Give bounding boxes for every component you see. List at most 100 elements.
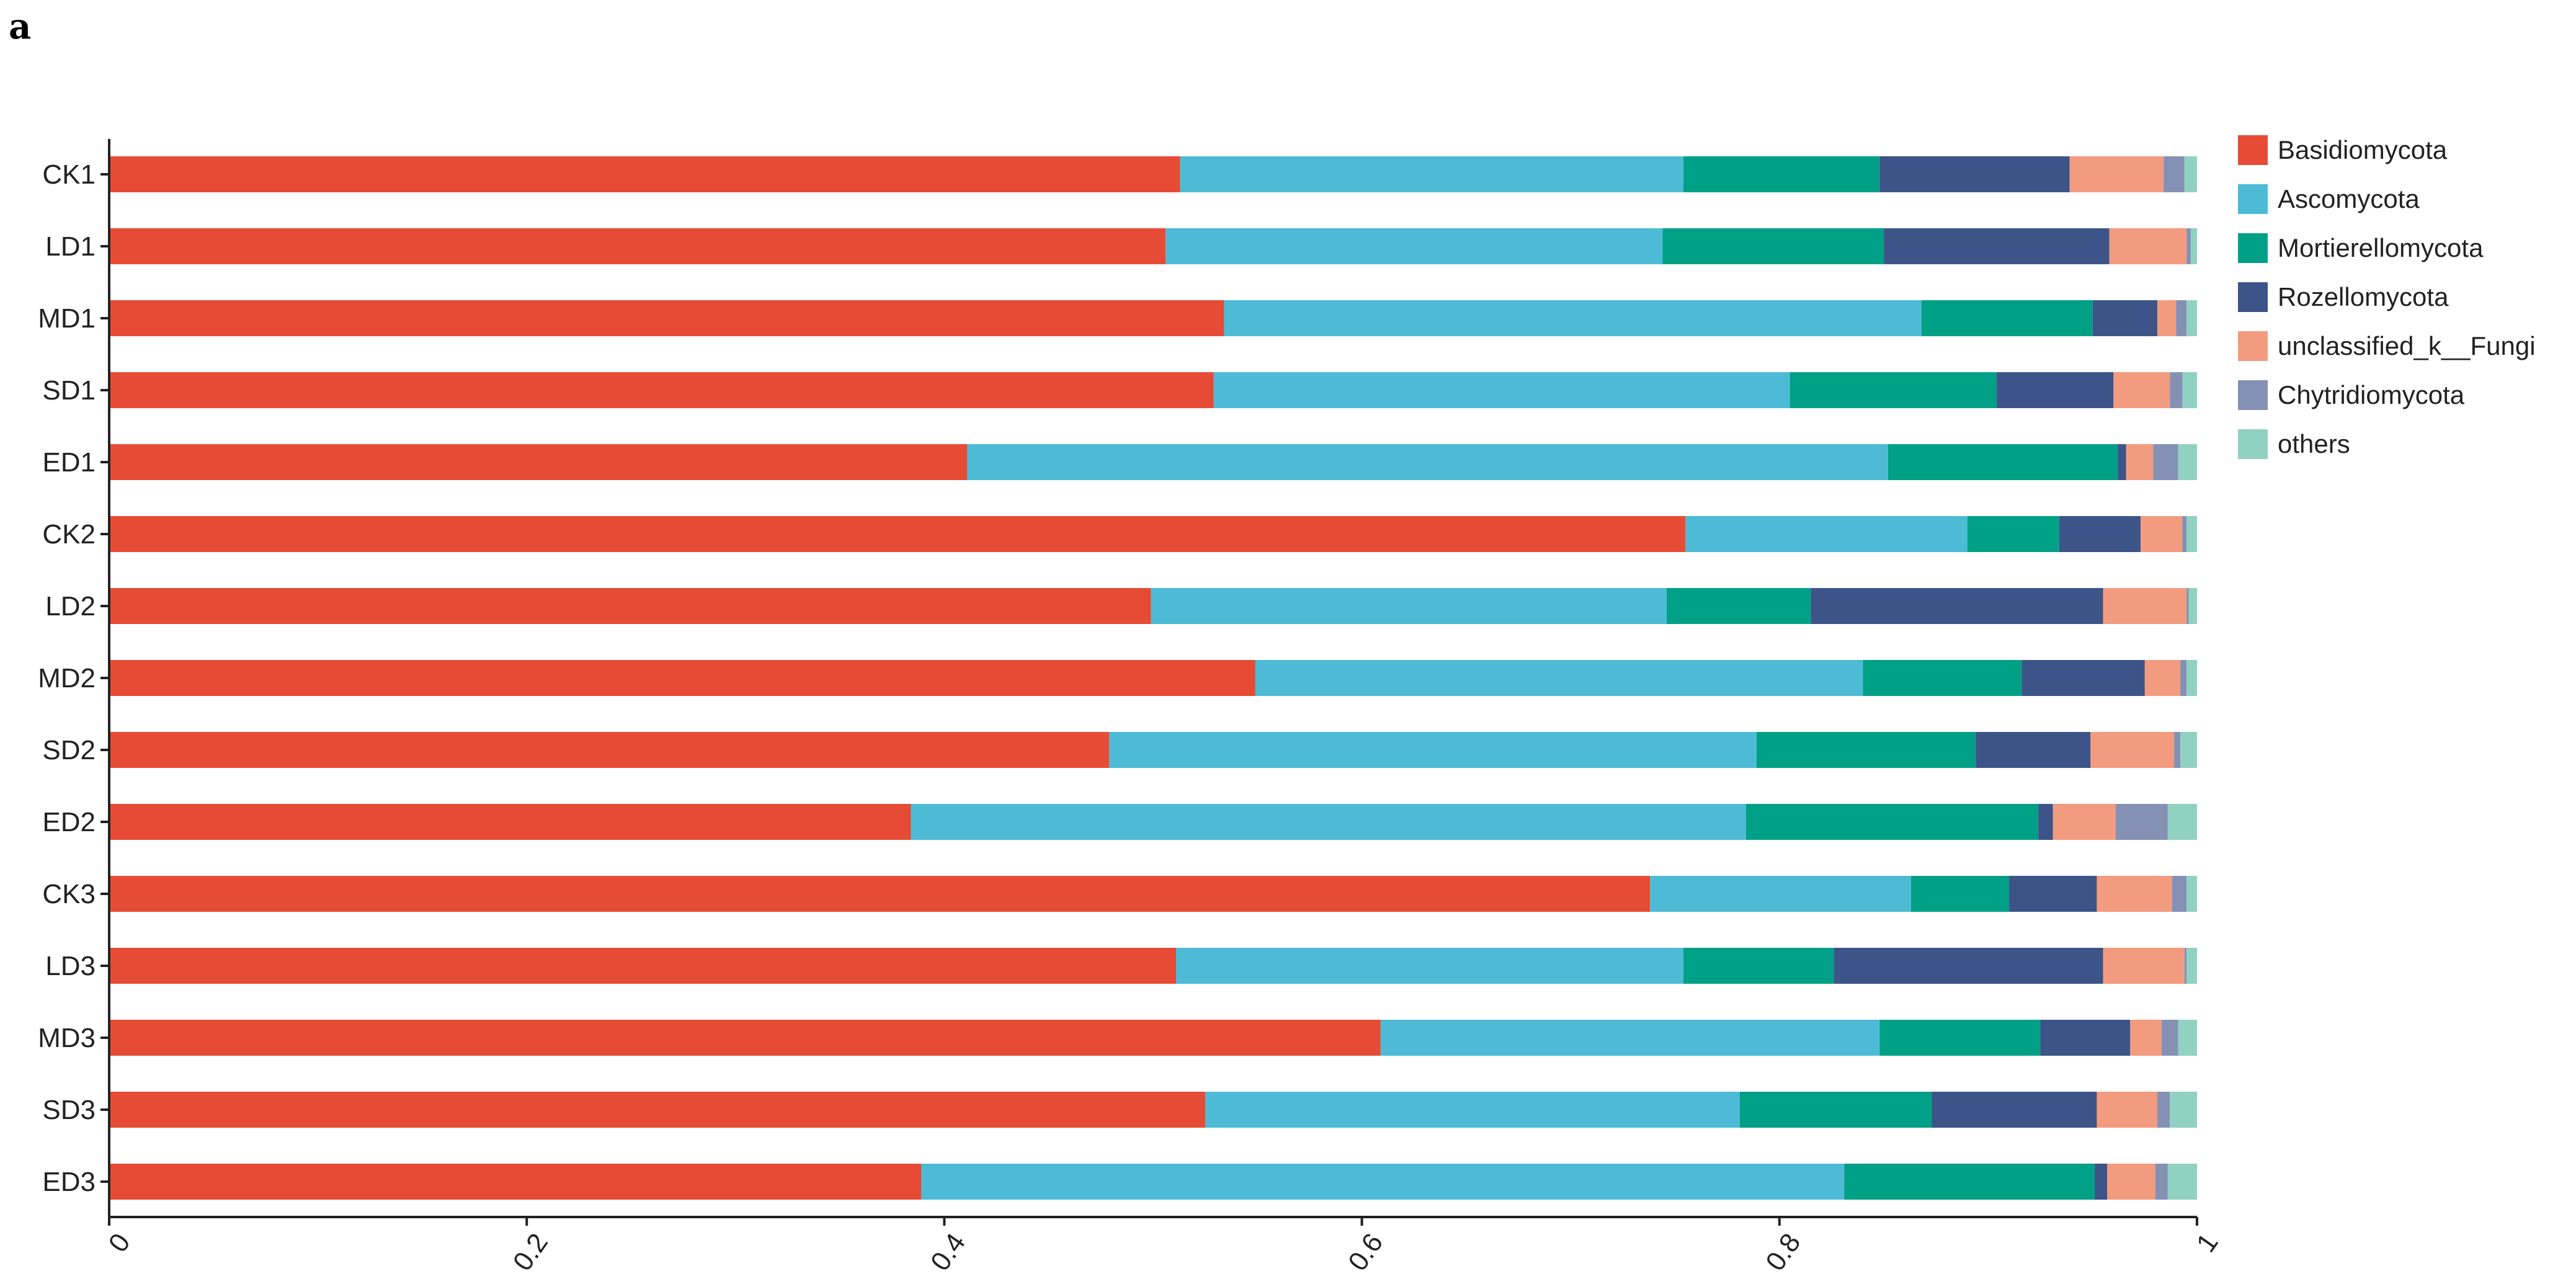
bar-segment-ED2-Mortierellomycota — [1745, 804, 2039, 840]
bar-segment-CK3-Mortierellomycota — [1910, 876, 2010, 912]
y-tick-label-LD2: LD2 — [45, 591, 96, 622]
y-tick-label-LD1: LD1 — [45, 231, 96, 262]
y-tick-label-MD2: MD2 — [38, 663, 96, 693]
bar-segment-SD2-Chytridiomycota — [2173, 732, 2181, 768]
panel-label: a — [9, 6, 31, 47]
y-tick-label-SD2: SD2 — [42, 735, 96, 765]
bar-segment-ED1-Rozellomycota — [2118, 444, 2126, 480]
legend-swatch-Basidiomycota — [2238, 135, 2268, 165]
bar-segment-ED3-unclassified_k__Fungi — [2107, 1164, 2155, 1200]
bar-segment-CK3-Chytridiomycota — [2172, 876, 2187, 912]
bar-segment-MD2-Basidiomycota — [109, 660, 1255, 696]
bar-segment-ED1-Basidiomycota — [109, 444, 968, 480]
bar-segment-ED1-others — [2178, 444, 2197, 480]
bars-group — [109, 156, 2197, 1200]
y-tick-label-MD3: MD3 — [38, 1023, 96, 1053]
bar-segment-ED2-Basidiomycota — [109, 804, 911, 840]
bar-segment-SD3-Ascomycota — [1205, 1092, 1740, 1128]
bar-segment-MD1-unclassified_k__Fungi — [2157, 300, 2177, 336]
bar-segment-SD2-Mortierellomycota — [1756, 732, 1976, 768]
bar-segment-CK1-Rozellomycota — [1879, 156, 2070, 192]
bar-segment-ED3-Basidiomycota — [109, 1164, 922, 1200]
y-tick-label-MD1: MD1 — [38, 303, 96, 334]
legend-swatch-others — [2238, 429, 2268, 459]
bar-segment-MD1-others — [2186, 300, 2197, 336]
x-axis: 0 0.2 0.4 0.6 0.8 1 — [103, 1216, 2224, 1277]
bar-segment-CK2-others — [2186, 516, 2197, 552]
bar-segment-ED2-Chytridiomycota — [2115, 804, 2168, 840]
bar-segment-CK2-Rozellomycota — [2059, 516, 2141, 552]
bar-segment-LD1-Ascomycota — [1165, 228, 1663, 264]
bar-segment-LD1-Basidiomycota — [109, 228, 1166, 264]
legend-label-Rozellomycota: Rozellomycota — [2278, 282, 2449, 311]
y-tick-label-CK1: CK1 — [42, 159, 96, 190]
bar-segment-SD2-unclassified_k__Fungi — [2090, 732, 2174, 768]
bar-segment-SD3-Mortierellomycota — [1739, 1092, 1932, 1128]
bar-segment-CK3-Rozellomycota — [2009, 876, 2097, 912]
bar-segment-MD3-Chytridiomycota — [2161, 1020, 2178, 1056]
bar-segment-MD1-Chytridiomycota — [2176, 300, 2187, 336]
bar-segment-CK2-unclassified_k__Fungi — [2141, 516, 2183, 552]
bar-segment-CK1-Chytridiomycota — [2164, 156, 2185, 192]
x-tick-label-0.2: 0.2 — [507, 1228, 554, 1277]
bar-segment-SD3-others — [2170, 1092, 2197, 1128]
bar-segment-LD3-Chytridiomycota — [2184, 948, 2187, 984]
bar-segment-MD1-Mortierellomycota — [1921, 300, 2093, 336]
x-tick-label-0: 0 — [103, 1228, 136, 1258]
bar-segment-CK2-Ascomycota — [1685, 516, 1968, 552]
bar-segment-ED1-Mortierellomycota — [1887, 444, 2118, 480]
bar-segment-SD3-Basidiomycota — [109, 1092, 1206, 1128]
x-tick-label-0.4: 0.4 — [925, 1228, 971, 1277]
bar-segment-LD3-Ascomycota — [1176, 948, 1683, 984]
bar-segment-MD2-Mortierellomycota — [1863, 660, 2022, 696]
bar-segment-SD3-Rozellomycota — [1932, 1092, 2097, 1128]
bar-segment-MD2-Chytridiomycota — [2180, 660, 2187, 696]
bar-segment-CK1-Basidiomycota — [109, 156, 1180, 192]
bar-segment-LD2-Chytridiomycota — [2186, 588, 2189, 624]
bar-segment-LD2-Mortierellomycota — [1667, 588, 1811, 624]
bar-segment-ED3-others — [2167, 1164, 2197, 1200]
bar-segment-ED1-Ascomycota — [967, 444, 1888, 480]
bar-segment-SD2-Rozellomycota — [1976, 732, 2091, 768]
legend-label-Ascomycota: Ascomycota — [2278, 184, 2420, 213]
bar-segment-LD1-Chytridiomycota — [2186, 228, 2191, 264]
bar-segment-MD3-Mortierellomycota — [1879, 1020, 2041, 1056]
bar-segment-MD3-Ascomycota — [1380, 1020, 1880, 1056]
y-tick-label-ED3: ED3 — [42, 1167, 96, 1197]
bar-segment-SD1-Mortierellomycota — [1789, 372, 1997, 408]
bar-segment-SD1-unclassified_k__Fungi — [2113, 372, 2170, 408]
y-tick-label-ED2: ED2 — [42, 807, 96, 837]
bar-segment-SD2-Ascomycota — [1109, 732, 1757, 768]
bar-segment-SD2-others — [2180, 732, 2197, 768]
bar-segment-SD3-Chytridiomycota — [2157, 1092, 2170, 1128]
legend-label-Mortierellomycota: Mortierellomycota — [2278, 233, 2484, 262]
bar-segment-CK2-Mortierellomycota — [1967, 516, 2059, 552]
bar-segment-ED2-unclassified_k__Fungi — [2052, 804, 2116, 840]
bar-segment-SD1-Chytridiomycota — [2170, 372, 2183, 408]
legend-swatch-Mortierellomycota — [2238, 233, 2268, 263]
bar-segment-ED3-Chytridiomycota — [2155, 1164, 2168, 1200]
bar-segment-MD3-others — [2178, 1020, 2197, 1056]
bar-segment-ED2-others — [2167, 804, 2197, 840]
bar-segment-LD1-unclassified_k__Fungi — [2109, 228, 2187, 264]
bar-segment-CK3-Ascomycota — [1650, 876, 1911, 912]
bar-segment-LD2-Ascomycota — [1151, 588, 1667, 624]
bar-segment-SD3-unclassified_k__Fungi — [2097, 1092, 2158, 1128]
bar-segment-ED3-Mortierellomycota — [1844, 1164, 2095, 1200]
bar-segment-ED3-Ascomycota — [921, 1164, 1845, 1200]
legend-label-Basidiomycota: Basidiomycota — [2278, 135, 2448, 164]
legend-swatch-Ascomycota — [2238, 184, 2268, 214]
bar-segment-MD2-others — [2186, 660, 2197, 696]
bar-segment-CK1-Ascomycota — [1180, 156, 1683, 192]
y-tick-label-SD1: SD1 — [42, 375, 96, 406]
legend-swatch-Chytridiomycota — [2238, 380, 2268, 410]
y-axis: CK1 LD1 MD1 SD1 ED1 CK2 LD2 MD2 SD2 ED2 CK3 LD3 MD3 S… — [38, 139, 110, 1217]
bar-segment-SD1-Rozellomycota — [1996, 372, 2114, 408]
bar-segment-CK1-others — [2184, 156, 2197, 192]
legend-swatch-unclassified_k__Fungi — [2238, 331, 2268, 361]
bar-segment-LD1-Mortierellomycota — [1662, 228, 1884, 264]
bar-segment-MD2-Rozellomycota — [2021, 660, 2145, 696]
bar-segment-ED1-Chytridiomycota — [2153, 444, 2178, 480]
legend-swatch-Rozellomycota — [2238, 282, 2268, 312]
